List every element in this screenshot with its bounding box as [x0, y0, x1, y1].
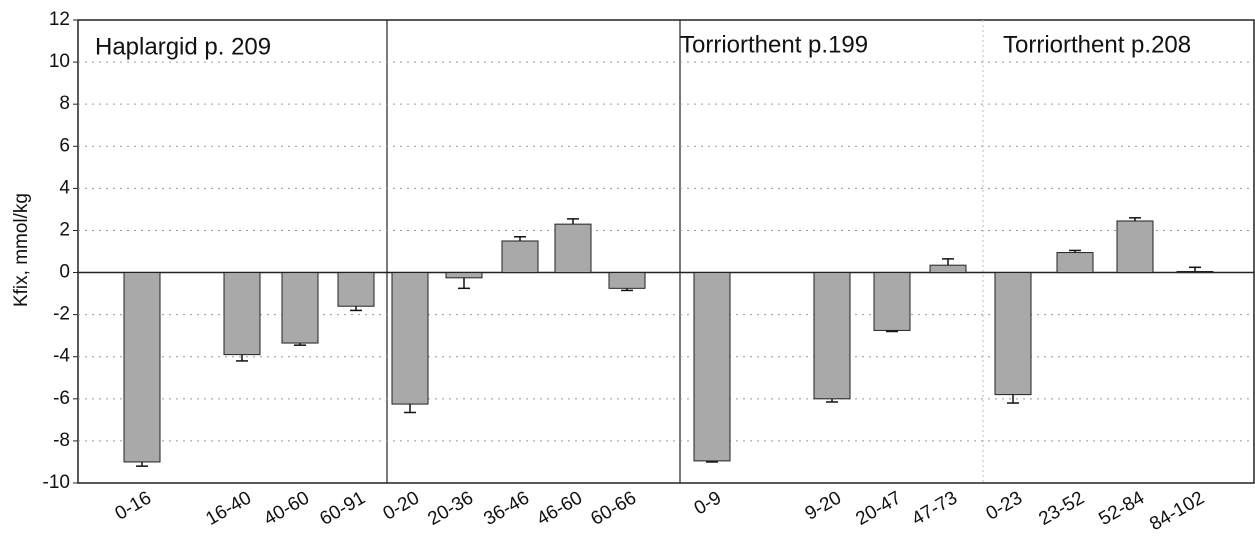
bar — [994, 272, 1032, 396]
x-tick-label: 36-46 — [480, 487, 533, 529]
bar — [1116, 220, 1154, 274]
bar — [1056, 252, 1094, 274]
bar — [281, 272, 319, 344]
y-tick-label: 8 — [59, 93, 70, 114]
y-tick-label: 4 — [59, 177, 70, 198]
bar — [123, 272, 161, 463]
panel-label: Torriorthent p.199 — [680, 31, 868, 58]
x-tick-label: 60-91 — [316, 487, 369, 529]
y-tick-label: 12 — [49, 9, 70, 30]
bar — [608, 272, 646, 289]
bar — [337, 272, 375, 307]
x-tick-label: 0-16 — [112, 487, 155, 524]
bar — [873, 272, 911, 331]
bar — [391, 272, 429, 405]
y-tick-label: 0 — [59, 262, 70, 283]
plot-frame — [77, 19, 1255, 484]
x-tick-label: 9-20 — [802, 487, 845, 524]
x-tick-label: 16-40 — [202, 487, 255, 529]
y-tick-label: -8 — [53, 430, 70, 451]
y-axis-label: Kfix, mmol/kg — [11, 193, 32, 307]
y-tick-label: 10 — [49, 51, 70, 72]
y-tick-label: 6 — [59, 135, 70, 156]
y-tick-label: 2 — [59, 219, 70, 240]
bar — [813, 272, 851, 400]
y-tick-label: -2 — [53, 304, 70, 325]
x-tick-label: 52-84 — [1095, 487, 1148, 530]
x-tick-label: 20-47 — [852, 487, 905, 529]
bar — [929, 264, 967, 274]
x-tick-label: 47-73 — [908, 487, 961, 529]
bar — [223, 272, 261, 356]
y-tick-label: -6 — [53, 388, 70, 409]
bar — [501, 240, 539, 274]
bar — [445, 272, 483, 279]
y-tick-label: -10 — [43, 472, 70, 493]
x-tick-label: 46-60 — [533, 487, 586, 529]
bar — [693, 272, 731, 462]
x-tick-label: 60-66 — [587, 487, 640, 529]
x-tick-label: 20-36 — [424, 487, 477, 529]
x-tick-label: 0-23 — [983, 487, 1026, 524]
x-tick-label: 0-9 — [691, 487, 725, 519]
x-tick-label: 23-52 — [1035, 487, 1088, 529]
bar — [554, 223, 592, 274]
bar — [1176, 270, 1214, 274]
x-tick-label: 84-102 — [1146, 487, 1208, 535]
x-tick-label: 40-60 — [260, 487, 313, 529]
panel-label: Torriorthent p.208 — [1003, 31, 1191, 58]
x-tick-label: 0-20 — [380, 487, 423, 524]
y-tick-label: -4 — [53, 346, 70, 367]
panel-label: Haplargid p. 209 — [95, 33, 271, 60]
